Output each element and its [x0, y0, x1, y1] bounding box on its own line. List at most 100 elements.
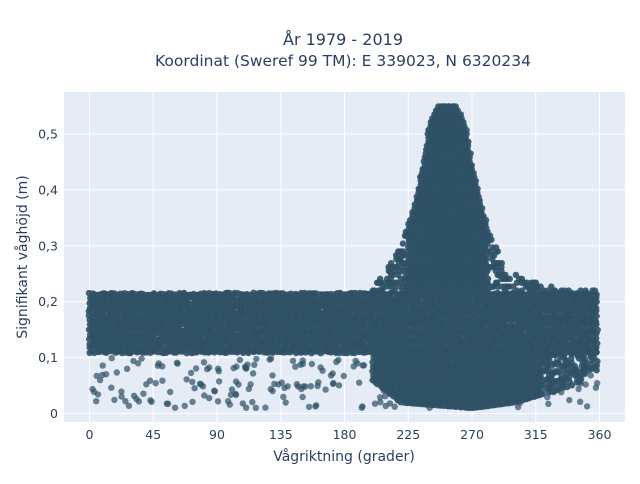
- scatter-point: [243, 365, 249, 371]
- scatter-point: [319, 368, 325, 374]
- scatter-point: [328, 372, 334, 378]
- scatter-point: [300, 361, 306, 367]
- scatter-point: [594, 358, 600, 364]
- scatter-point: [314, 383, 320, 389]
- scatter-point: [188, 370, 194, 376]
- scatter-point: [283, 399, 289, 405]
- scatter-point: [306, 404, 312, 410]
- scatter-point: [204, 366, 210, 372]
- scatter-point: [377, 399, 383, 405]
- scatter-point: [352, 358, 358, 364]
- scatter-point: [103, 371, 109, 377]
- scatter-point: [174, 360, 180, 366]
- scatter-point: [361, 362, 367, 368]
- scatter-point: [227, 401, 233, 407]
- scatter-point: [206, 395, 212, 401]
- scatter-point: [109, 355, 115, 361]
- scatter-point: [545, 401, 551, 407]
- scatter-point: [95, 391, 101, 397]
- scatter-point: [153, 380, 159, 386]
- scatter-point: [237, 357, 243, 363]
- scatter-point: [108, 385, 114, 391]
- scatter-point: [138, 355, 144, 361]
- scatter-point: [249, 399, 255, 405]
- scatter-point: [228, 392, 234, 398]
- scatter-point: [215, 398, 221, 404]
- chart-title-line-1: År 1979 - 2019: [283, 30, 403, 49]
- scatter-point: [216, 378, 222, 384]
- scatter-point: [172, 405, 178, 411]
- scatter-point: [309, 361, 315, 367]
- scatter-point: [193, 365, 199, 371]
- scatter-point: [189, 399, 195, 405]
- scatter-point: [593, 305, 599, 311]
- scatter-point: [251, 362, 257, 368]
- scatter-point: [593, 318, 599, 324]
- scatter-point: [215, 366, 221, 372]
- scatter-point: [147, 397, 153, 403]
- scatter-point: [250, 370, 256, 376]
- scatter-point: [89, 386, 95, 392]
- scatter-point: [299, 394, 305, 400]
- scatter-point: [400, 240, 406, 246]
- scatter-point: [356, 380, 362, 386]
- scatter-point: [200, 383, 206, 389]
- scatter-point: [191, 385, 197, 391]
- scatter-point: [359, 405, 365, 411]
- scatter-point: [333, 359, 339, 365]
- scatter-point: [93, 398, 99, 404]
- scatter-point: [140, 391, 146, 397]
- scatter-point: [593, 349, 599, 355]
- scatter-point: [308, 383, 314, 389]
- scatter-point: [253, 356, 259, 362]
- scatter-point: [269, 388, 275, 394]
- scatter-point: [183, 376, 189, 382]
- scatter-point: [302, 383, 308, 389]
- scatter-point: [233, 363, 239, 369]
- scatter-point: [182, 403, 188, 409]
- scatter-point: [285, 383, 291, 389]
- scatter-point: [575, 386, 581, 392]
- scatter-point: [211, 388, 217, 394]
- scatter-point: [164, 401, 170, 407]
- scatter-point: [167, 389, 173, 395]
- scatter-point: [111, 397, 117, 403]
- scatter-point: [100, 362, 106, 368]
- scatter-point: [566, 397, 572, 403]
- chart-title-line-2: Koordinat (Sweref 99 TM): E 339023, N 63…: [155, 52, 531, 70]
- scatter-point: [595, 327, 601, 333]
- scatter-point: [322, 386, 328, 392]
- scatter-point: [275, 381, 281, 387]
- scatter-point: [147, 378, 153, 384]
- scatter-point: [269, 372, 275, 378]
- scatter-point: [330, 380, 336, 386]
- scatter-point: [581, 352, 587, 358]
- scatter-point: [577, 399, 583, 405]
- scatter-point: [159, 378, 165, 384]
- scatter-point: [114, 369, 120, 375]
- scatter-point: [336, 382, 342, 388]
- scatter-point: [262, 404, 268, 410]
- scatter-point: [312, 403, 318, 409]
- scatter-point: [280, 394, 286, 400]
- scatter-point: [292, 364, 298, 370]
- scatter-point: [392, 404, 398, 410]
- scatter-point: [133, 396, 139, 402]
- scatter-point: [593, 385, 599, 391]
- scatter-point: [341, 373, 347, 379]
- scatter-point: [124, 366, 130, 372]
- scatter-point: [253, 405, 259, 411]
- scatter-point: [201, 359, 207, 365]
- scatter-point: [94, 373, 100, 379]
- scatter-point: [247, 381, 253, 387]
- scatter-point: [122, 398, 128, 404]
- scatter-point: [189, 379, 195, 385]
- scatter-point: [294, 381, 300, 387]
- scatter-point: [540, 391, 546, 397]
- scatter-point: [159, 363, 165, 369]
- scatter-point: [235, 381, 241, 387]
- scatter-point: [240, 400, 246, 406]
- scatter-point: [267, 356, 273, 362]
